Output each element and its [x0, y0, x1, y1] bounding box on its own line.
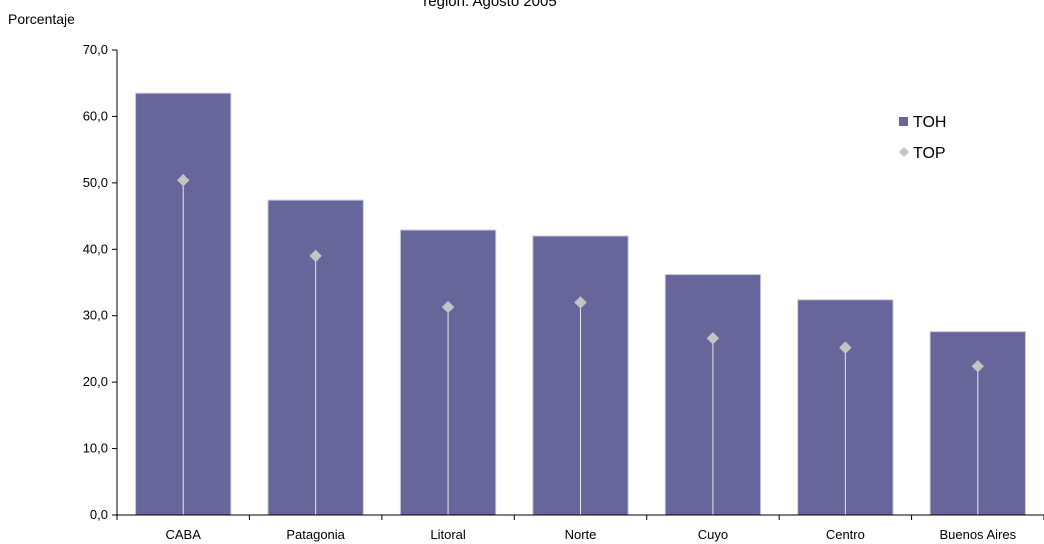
x-axis-labels: CABA Patagonia Litoral Norte Cuyo Centro Bueno…	[166, 527, 1017, 542]
legend-top-marker	[899, 147, 909, 157]
y-axis-label: Porcentaje	[8, 11, 75, 27]
legend-toh-label: TOH	[913, 114, 946, 131]
y-tick-label: 70,0	[83, 42, 108, 57]
x-axis-ticks	[116, 515, 1044, 520]
marker-top-litoral	[441, 300, 455, 314]
x-category-label: Cuyo	[698, 527, 728, 542]
chart-title: región. Agosto 2005	[423, 0, 556, 10]
marker-top-patagonia	[309, 249, 322, 263]
y-axis-ticks: 0,0 10,0 20,0 30,0 40,0 50,0 60,0 70,0	[83, 42, 117, 522]
legend: TOH TOP	[899, 114, 946, 162]
x-category-label: Patagonia	[286, 527, 345, 542]
y-tick-label: 10,0	[83, 441, 108, 456]
y-tick-label: 0,0	[90, 507, 108, 522]
x-category-label: Litoral	[430, 527, 466, 542]
y-tick-label: 30,0	[83, 308, 108, 323]
x-category-label: Buenos Aires	[939, 527, 1016, 542]
marker-top-centro	[839, 341, 852, 354]
x-category-label: Norte	[565, 527, 597, 542]
y-tick-label: 20,0	[83, 374, 108, 389]
legend-toh-swatch	[899, 117, 908, 126]
marker-top-cuyo	[706, 331, 720, 345]
marker-top-norte	[574, 296, 587, 309]
y-tick-label: 40,0	[83, 241, 108, 256]
x-category-label: CABA	[166, 527, 202, 542]
marker-top-caba	[176, 173, 190, 187]
marker-top-buenos-aires	[971, 359, 985, 373]
y-tick-label: 60,0	[83, 108, 108, 123]
axes	[116, 50, 1044, 516]
legend-top-label: TOP	[913, 145, 946, 162]
y-tick-label: 50,0	[83, 175, 108, 190]
x-category-label: Centro	[826, 527, 865, 542]
top-markers	[176, 173, 985, 515]
